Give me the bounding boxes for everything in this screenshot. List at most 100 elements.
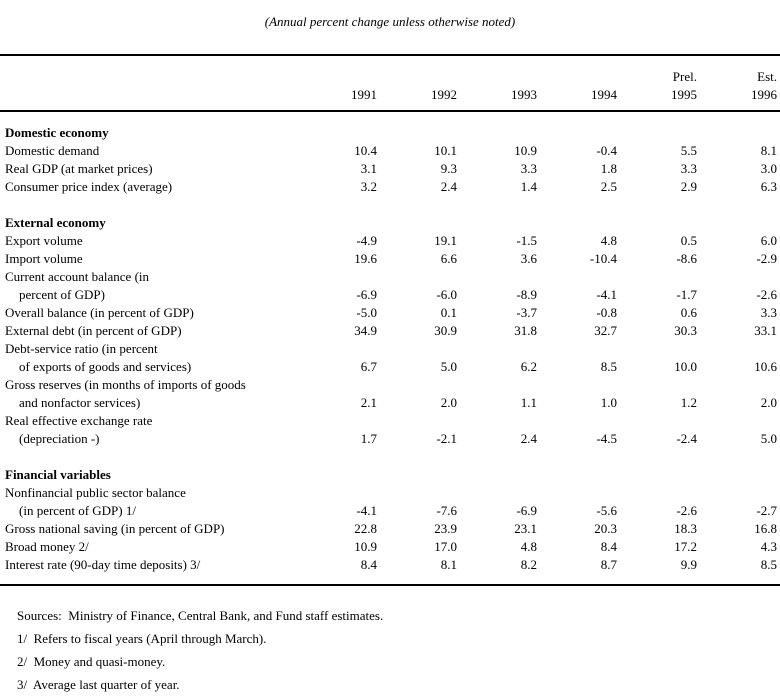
cell-value: 0.1 [440, 305, 457, 320]
year-column-header: 1994 [591, 87, 617, 102]
cell-value: -4.1 [356, 503, 377, 518]
row-label: Interest rate (90-day time deposits) 3/ [5, 557, 201, 572]
table-row: percent of GDP) -6.9 -6.0 -8.9 -4.1 -1.7 -2.6 [0, 286, 780, 304]
row-label: Overall balance (in percent of GDP) [5, 305, 194, 320]
cell-value: -8.6 [676, 251, 697, 266]
cell-value: 17.0 [434, 539, 457, 554]
section-heading: Financial variables [5, 467, 111, 482]
row-label: Real effective exchange rate [5, 413, 153, 428]
cell-value: 1.1 [520, 395, 537, 410]
cell-value: 10.1 [434, 143, 457, 158]
cell-value: 10.0 [674, 359, 697, 374]
cell-value: -1.7 [676, 287, 697, 302]
cell-value: 8.1 [440, 557, 457, 572]
cell-value: 9.3 [440, 161, 457, 176]
cell-value: 10.4 [354, 143, 377, 158]
row-label: Gross reserves (in months of imports of … [5, 377, 246, 392]
cell-value: 4.8 [520, 539, 537, 554]
table-row: External debt (in percent of GDP) 34.9 30.… [0, 322, 780, 340]
table-row: Real GDP (at market prices) 3.1 9.3 3.3 1.8 3… [0, 160, 780, 178]
cell-value: 6.2 [520, 359, 537, 374]
table-row: and nonfactor services) 2.1 2.0 1.1 1.0 1.2 2.… [0, 394, 780, 412]
header-years-row: 1991 1992 1993 1994 1995 1996 [0, 86, 780, 104]
table-row: (depreciation -) 1.7 -2.1 2.4 -4.5 -2.4 5.0 [0, 430, 780, 448]
cell-value: 22.8 [354, 521, 377, 536]
row-label: percent of GDP) [19, 287, 105, 302]
stub-header-cell [0, 86, 300, 104]
cell-value: 10.6 [754, 359, 777, 374]
table-row: Overall balance (in percent of GDP) -5.0 0… [0, 304, 780, 322]
cell-value: 3.3 [760, 305, 777, 320]
table-rule-bottom [0, 584, 780, 586]
table-footer: Sources: Ministry of Finance, Central Ba… [0, 604, 780, 696]
section-heading-row: External economy [0, 214, 780, 232]
row-label: Broad money 2/ [5, 539, 89, 554]
cell-value: 31.8 [514, 323, 537, 338]
cell-value: 2.0 [760, 395, 777, 410]
table-row: of exports of goods and services) 6.7 5.0 6… [0, 358, 780, 376]
row-label: (depreciation -) [19, 431, 100, 446]
cell-value: -6.9 [356, 287, 377, 302]
footnote: 2/ Money and quasi-money. [17, 654, 166, 669]
cell-value: 33.1 [754, 323, 777, 338]
cell-value: 3.3 [520, 161, 537, 176]
row-label: and nonfactor services) [19, 395, 141, 410]
year-column-header: 1995 [671, 87, 697, 102]
cell-value: 30.9 [434, 323, 457, 338]
row-label: Debt-service ratio (in percent [5, 341, 158, 356]
year-column-header: 1992 [431, 87, 457, 102]
table-row: Current account balance (in [0, 268, 780, 286]
table-row: Broad money 2/10.9 17.0 4.8 8.4 17.2 4.3 [0, 538, 780, 556]
row-label: Import volume [5, 251, 83, 266]
cell-value: 6.0 [760, 233, 777, 248]
row-label: Current account balance (in [5, 269, 150, 284]
table-row: Gross reserves (in months of imports of … [0, 376, 780, 394]
cell-value: 6.6 [440, 251, 457, 266]
cell-value: 8.5 [600, 359, 617, 374]
cell-value: 1.8 [600, 161, 617, 176]
cell-value: -8.9 [516, 287, 537, 302]
cell-value: -2.1 [436, 431, 457, 446]
cell-value: -5.6 [596, 503, 617, 518]
cell-value: 1.4 [520, 179, 537, 194]
cell-value: -2.4 [676, 431, 697, 446]
year-column-header: 1996 [751, 87, 777, 102]
section-spacer-row [0, 196, 780, 214]
section-heading-row: Domestic economy [0, 124, 780, 142]
cell-value: 5.0 [760, 431, 777, 446]
table-row: Import volume 19.6 6.6 3.6 -10.4 -8.6 -2.9 [0, 250, 780, 268]
section-heading-row: Financial variables [0, 466, 780, 484]
table-body: Domestic economy Domestic demand 10.4 10.1 1… [0, 124, 780, 574]
cell-value: 19.1 [434, 233, 457, 248]
footnote: 1/ Refers to fiscal years (April through… [17, 631, 267, 646]
header-qualifier-row: Prel. Est. [0, 68, 780, 86]
cell-value: -2.9 [756, 251, 777, 266]
cell-value: 6.7 [360, 359, 377, 374]
cell-value: 2.4 [440, 179, 457, 194]
cell-value: 9.9 [680, 557, 697, 572]
cell-value: 4.3 [760, 539, 777, 554]
cell-value: -4.1 [596, 287, 617, 302]
cell-value: -7.6 [436, 503, 457, 518]
cell-value: 17.2 [674, 539, 697, 554]
row-label: of exports of goods and services) [19, 359, 192, 374]
table-header: Prel. Est. 1991 1992 1993 1994 1995 1996 [0, 68, 780, 104]
table-row: Interest rate (90-day time deposits) 3/8… [0, 556, 780, 574]
sources-note: Sources: Ministry of Finance, Central Ba… [17, 608, 384, 623]
cell-value: -2.7 [756, 503, 777, 518]
row-label: Nonfinancial public sector balance [5, 485, 186, 500]
table-row: Nonfinancial public sector balance [0, 484, 780, 502]
footnotes: 1/ Refers to fiscal years (April through… [17, 627, 780, 696]
row-label: Real GDP (at market prices) [5, 161, 153, 176]
cell-value: 6.3 [760, 179, 777, 194]
table-rule-top [0, 54, 780, 56]
section-heading: External economy [5, 215, 106, 230]
table-row: Consumer price index (average) 3.2 2.4 1.4 2… [0, 178, 780, 196]
footnote: 3/ Average last quarter of year. [17, 677, 180, 692]
cell-value: -4.9 [356, 233, 377, 248]
row-label: (in percent of GDP) 1/ [19, 503, 136, 518]
cell-value: 3.3 [680, 161, 697, 176]
cell-value: 0.5 [680, 233, 697, 248]
table-row: Domestic demand 10.4 10.1 10.9 -0.4 5.5 8.1 [0, 142, 780, 160]
